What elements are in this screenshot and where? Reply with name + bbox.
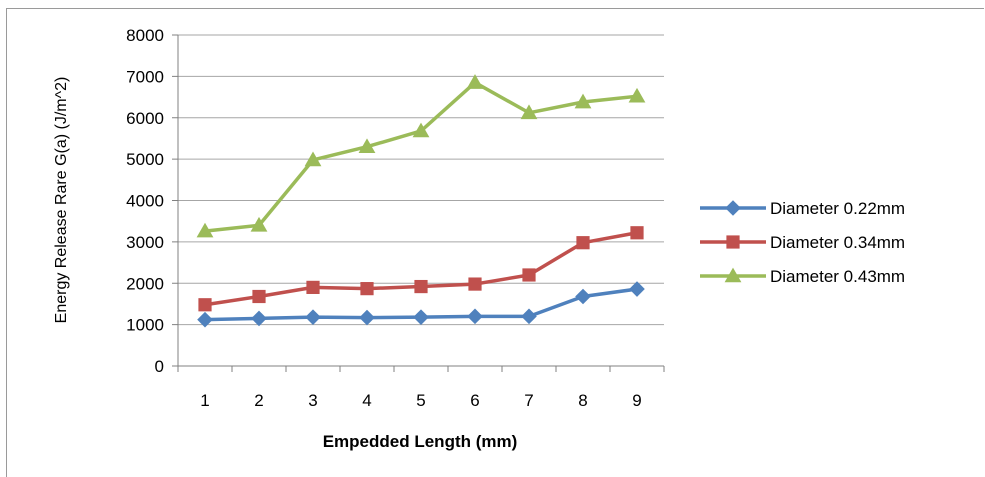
- series-group: [196, 74, 646, 328]
- data-point: [359, 309, 375, 326]
- y-tick-label: 8000: [126, 26, 164, 45]
- legend-item: Diameter 0.22mm: [700, 199, 905, 218]
- data-point: [468, 277, 482, 291]
- y-tick-label: 7000: [126, 67, 164, 86]
- x-tick-label: 5: [416, 391, 425, 410]
- y-tick-labels: 0 1000 2000 3000 4000 5000 6000 7000 8000: [126, 26, 164, 376]
- axes: [172, 34, 665, 372]
- data-point: [305, 309, 321, 325]
- data-point: [360, 282, 374, 296]
- series-1: [197, 281, 645, 328]
- data-point: [251, 310, 267, 327]
- legend-label: Diameter 0.22mm: [770, 199, 905, 218]
- data-point: [724, 267, 742, 283]
- chart-frame: [6, 8, 984, 477]
- data-point: [628, 87, 646, 103]
- y-tick-label: 3000: [126, 233, 164, 252]
- x-tick-label: 4: [362, 391, 371, 410]
- y-tick-label: 0: [155, 357, 164, 376]
- legend-item: Diameter 0.43mm: [700, 267, 905, 286]
- legend: Diameter 0.22mm Diameter 0.34mm Diameter 0…: [700, 199, 905, 286]
- legend-label: Diameter 0.43mm: [770, 267, 905, 286]
- data-point: [726, 235, 740, 249]
- data-point: [306, 280, 320, 294]
- data-point: [575, 288, 591, 305]
- series-line: [204, 231, 638, 307]
- data-point: [413, 309, 429, 325]
- series-2: [198, 226, 644, 312]
- data-point: [467, 308, 483, 325]
- x-tick-label: 9: [632, 391, 641, 410]
- x-tick-label: 8: [578, 391, 587, 410]
- legend-item: Diameter 0.34mm: [700, 233, 905, 252]
- data-point: [466, 74, 484, 89]
- data-point: [250, 216, 268, 232]
- data-point: [521, 308, 537, 325]
- data-point: [412, 122, 430, 138]
- y-tick-label: 4000: [126, 192, 164, 211]
- x-tick-labels: 1 2 3 4 5 6 7 8 9: [200, 391, 641, 410]
- x-axis-label: Empedded Length (mm): [323, 432, 518, 451]
- x-tick-label: 1: [200, 391, 209, 410]
- y-tick-label: 1000: [126, 316, 164, 335]
- y-tick-label: 5000: [126, 150, 164, 169]
- x-tick-label: 3: [308, 391, 317, 410]
- data-point: [725, 200, 741, 216]
- data-point: [520, 104, 538, 120]
- legend-label: Diameter 0.34mm: [770, 233, 905, 252]
- data-point: [358, 138, 376, 154]
- data-point: [198, 298, 212, 312]
- series-line: [204, 80, 638, 233]
- data-point: [252, 289, 266, 304]
- data-point: [574, 93, 592, 109]
- data-point: [576, 236, 590, 250]
- data-point: [197, 311, 213, 328]
- data-point: [304, 151, 322, 167]
- x-tick-label: 6: [470, 391, 479, 410]
- data-point: [196, 222, 214, 238]
- data-point: [629, 281, 645, 297]
- data-point: [522, 268, 536, 282]
- data-point: [630, 226, 644, 240]
- data-point: [414, 279, 428, 294]
- y-tick-label: 2000: [126, 274, 164, 293]
- series-3: [196, 74, 646, 238]
- x-tick-label: 2: [254, 391, 263, 410]
- y-tick-label: 6000: [126, 109, 164, 128]
- x-tick-label: 7: [524, 391, 533, 410]
- y-axis-label: Energy Release Rare G(a) (J/m^2): [53, 77, 70, 324]
